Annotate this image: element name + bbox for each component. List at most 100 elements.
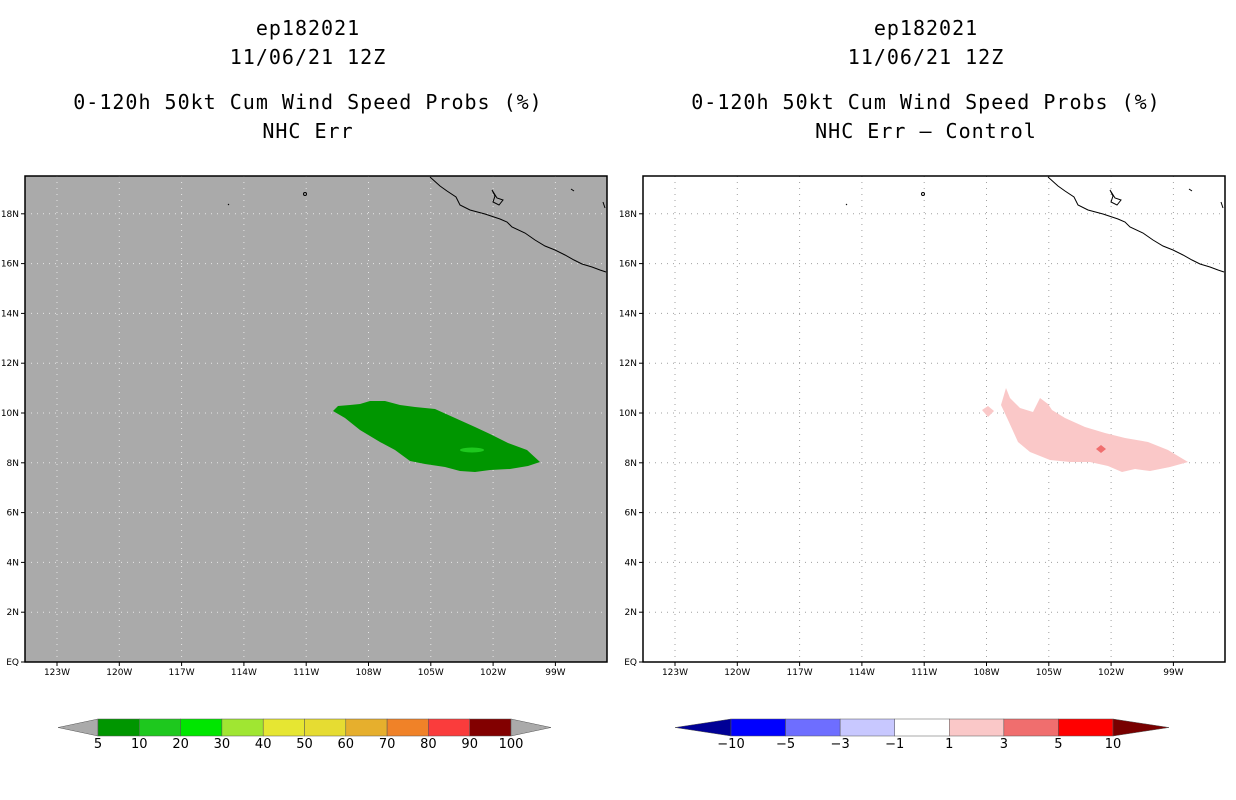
left-colorbar-arrow-high [510, 718, 552, 737]
left-lon-label: 114W [231, 668, 257, 678]
right-diff-small-patch [982, 406, 994, 417]
right-lon-label: 108W [973, 668, 999, 678]
left-colorbar-arrow-low [57, 718, 99, 737]
right-lat-label: 8N [625, 459, 637, 469]
right-lat-labels: EQ 2N 4N 6N 8N 10N 12N 14N 16N 18N [619, 210, 643, 668]
left-lon-label: 117W [169, 668, 195, 678]
left-prob-core-10pct [460, 447, 484, 453]
right-lat-label: EQ [624, 658, 637, 668]
right-lat-label: 18N [619, 210, 637, 220]
right-lat-label: 16N [619, 260, 637, 270]
left-lat-labels: EQ 2N 4N 6N 8N 10N 12N 14N 16N 18N [1, 210, 25, 668]
right-gridlines [643, 176, 1225, 662]
left-colorbar-label: 30 [214, 737, 231, 752]
right-colorbar: −10 −5 −3 −1 1 3 5 10 [674, 718, 1170, 752]
left-lon-label: 108W [355, 668, 381, 678]
right-colorbar-swatch [894, 718, 950, 737]
left-colorbar-label: 60 [338, 737, 355, 752]
left-lon-label: 120W [106, 668, 132, 678]
left-colorbar-label: 50 [296, 737, 313, 752]
left-colorbar-swatch [345, 718, 388, 737]
right-colorbar-arrow-low [674, 718, 732, 737]
left-lon-label: 123W [44, 668, 70, 678]
right-lon-label: 111W [911, 668, 937, 678]
right-diff-area-1to3 [1001, 388, 1188, 472]
left-lat-label: 8N [7, 459, 19, 469]
right-datetime: 11/06/21 12Z [847, 45, 1005, 69]
left-colorbar-swatch [97, 718, 140, 737]
right-lat-label: 12N [619, 359, 637, 369]
right-lon-label: 117W [787, 668, 813, 678]
right-colorbar-label: −1 [885, 737, 904, 752]
left-lat-label: 6N [7, 509, 19, 519]
right-lon-label: 105W [1036, 668, 1062, 678]
right-colorbar-swatch [785, 718, 841, 737]
left-product-title: 0-120h 50kt Cum Wind Speed Probs (%) [73, 90, 543, 114]
left-prob-area-5pct [333, 401, 540, 472]
right-map-background [643, 176, 1225, 662]
left-storm-id: ep182021 [255, 16, 361, 40]
right-lon-label: 114W [849, 668, 875, 678]
left-colorbar: 5 10 20 30 40 50 60 70 80 90 100 [57, 718, 552, 752]
right-colorbar-label: 10 [1105, 737, 1122, 752]
left-lon-labels: 123W 120W 117W 114W 111W 108W 105W 102W 99W [44, 662, 566, 678]
right-product-title: 0-120h 50kt Cum Wind Speed Probs (%) [691, 90, 1161, 114]
left-lat-label: 16N [1, 260, 19, 270]
right-lon-label: 102W [1098, 668, 1124, 678]
left-colorbar-swatch [304, 718, 347, 737]
left-colorbar-swatch [469, 718, 512, 737]
right-coastline [845, 176, 1225, 273]
right-lat-label: 4N [625, 558, 637, 568]
right-colorbar-arrow-high [1112, 718, 1170, 737]
left-gridlines [25, 176, 607, 662]
right-subtitle: NHC Err – Control [815, 119, 1037, 143]
right-colorbar-label: 1 [945, 737, 953, 752]
left-map-background [25, 176, 607, 662]
left-colorbar-swatch [386, 718, 429, 737]
right-colorbar-label: −10 [717, 737, 744, 752]
left-colorbar-label: 80 [420, 737, 437, 752]
left-colorbar-label: 70 [379, 737, 396, 752]
left-lat-label: 14N [1, 309, 19, 319]
left-lat-label: 4N [7, 558, 19, 568]
right-map-panel: EQ 2N 4N 6N 8N 10N 12N 14N 16N 18N 123W 120W 117W 11… [619, 175, 1226, 678]
right-colorbar-swatch [730, 718, 786, 737]
right-colorbar-label: 5 [1054, 737, 1062, 752]
left-subtitle: NHC Err [262, 119, 354, 143]
left-lon-label: 99W [545, 668, 565, 678]
left-colorbar-label: 10 [131, 737, 148, 752]
right-lon-labels: 123W 120W 117W 114W 111W 108W 105W 102W 99W [662, 662, 1184, 678]
left-colorbar-label: 40 [255, 737, 272, 752]
left-colorbar-label: 100 [499, 737, 524, 752]
left-lat-label: EQ [6, 658, 19, 668]
left-colorbar-swatch [428, 718, 470, 737]
right-panel-title: ep182021 11/06/21 12Z 0-120h 50kt Cum Wi… [626, 14, 1226, 146]
left-lon-label: 102W [480, 668, 506, 678]
right-colorbar-swatch [839, 718, 895, 737]
left-coastline [227, 176, 607, 273]
right-map-frame [642, 175, 1226, 663]
left-colorbar-label: 90 [461, 737, 478, 752]
left-datetime: 11/06/21 12Z [229, 45, 387, 69]
left-colorbar-swatch [139, 718, 181, 737]
left-colorbar-swatch [221, 718, 264, 737]
right-lon-label: 123W [662, 668, 688, 678]
right-lat-label: 10N [619, 409, 637, 419]
left-colorbar-swatch [180, 718, 223, 737]
right-diff-core-3to5 [1096, 445, 1106, 453]
right-lat-label: 6N [625, 509, 637, 519]
right-lon-label: 99W [1163, 668, 1183, 678]
right-lon-label: 120W [724, 668, 750, 678]
right-colorbar-swatch [1003, 718, 1059, 737]
right-storm-id: ep182021 [873, 16, 979, 40]
right-colorbar-label: −3 [831, 737, 850, 752]
right-lat-label: 14N [619, 309, 637, 319]
left-colorbar-label: 20 [172, 737, 189, 752]
left-map-frame [24, 175, 608, 663]
left-lat-label: 2N [7, 608, 19, 618]
left-lon-label: 105W [418, 668, 444, 678]
right-colorbar-label: −5 [776, 737, 795, 752]
left-colorbar-label: 5 [94, 737, 102, 752]
right-colorbar-swatch [1058, 718, 1114, 737]
